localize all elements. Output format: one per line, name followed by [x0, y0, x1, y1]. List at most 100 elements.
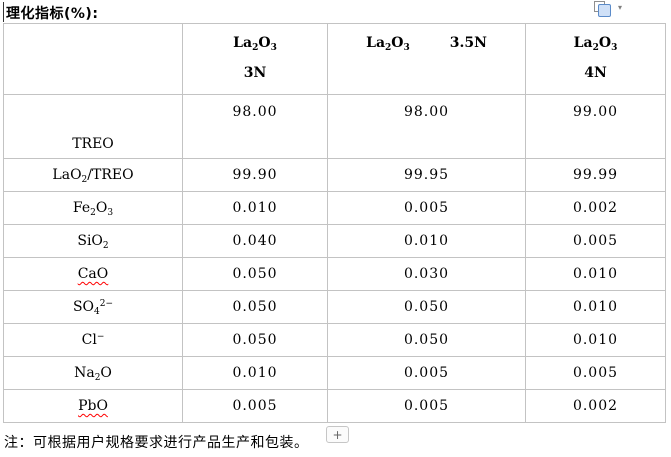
row-label-text: SiO2	[77, 233, 109, 251]
row-label-text: Fe2O3	[72, 200, 114, 218]
table-row: PbO 0.005 0.005 0.002	[3, 389, 666, 423]
table-row: SO42− 0.050 0.050 0.010	[3, 290, 666, 324]
footnote: 注：可根据用户规格要求进行产品生产和包装。	[4, 435, 309, 451]
formula-text: LaO	[52, 167, 82, 183]
row-label: PbO	[3, 389, 183, 423]
row-label: TREO	[3, 94, 183, 159]
value-cell: 0.002	[525, 191, 666, 225]
table-row: TREO 98.00 98.00 99.00	[3, 94, 666, 159]
formula-text: SO	[72, 299, 95, 315]
subscript: 2	[102, 241, 109, 251]
table-row: SiO2 0.040 0.010 0.005	[3, 224, 666, 258]
formula-text: Cl	[81, 332, 97, 348]
subscript: 4	[94, 307, 100, 317]
header-text: La2O3	[233, 35, 277, 53]
formula-text: /TREO	[87, 167, 134, 183]
header-row: La2O3 3N La2O3 3.5N La2O3 4N	[3, 23, 666, 95]
value-cell: 0.002	[525, 389, 666, 423]
row-label-text: LaO2/TREO	[52, 167, 134, 185]
subscript: 2	[94, 373, 101, 383]
subscript: 2	[592, 43, 599, 53]
row-label: LaO2/TREO	[3, 158, 183, 192]
table-body: TREO 98.00 98.00 99.00 LaO2/TREO 99.90 99.95 99…	[3, 94, 666, 423]
row-label: SO42−	[3, 290, 183, 324]
paste-options-button[interactable]: ▾	[592, 0, 628, 19]
formula-text: O	[391, 35, 404, 51]
formula-text: TREO	[72, 136, 114, 152]
value-cell: 98.00	[327, 94, 526, 159]
value-cell: 0.005	[525, 224, 666, 258]
value-cell: 0.005	[327, 389, 526, 423]
formula-text: Fe	[72, 200, 91, 216]
value-cell: 0.050	[327, 290, 526, 324]
subscript: 2	[90, 208, 96, 218]
value-cell: 0.040	[182, 224, 328, 258]
value-cell: 0.050	[182, 257, 328, 291]
paste-options-icon	[598, 4, 611, 17]
subscript: 2	[81, 175, 88, 185]
formula-text: La	[573, 35, 593, 51]
formula-text: 3.5N	[449, 35, 487, 51]
value-cell: 0.030	[327, 257, 526, 291]
value-cell: 0.010	[525, 257, 666, 291]
header-text: 3N	[244, 65, 267, 82]
formula-text: O	[258, 35, 271, 51]
value-cell: 99.99	[525, 158, 666, 192]
subscript: 2	[252, 43, 259, 53]
row-label: CaO	[3, 257, 183, 291]
row-label: Fe2O3	[3, 191, 183, 225]
spec-table: La2O3 3N La2O3 3.5N La2O3 4N TREO 98.00 98.00 99…	[3, 23, 666, 423]
column-header: La2O3 3N	[182, 23, 328, 95]
formula-text: O	[95, 200, 108, 216]
row-label-text: Cl−	[82, 332, 105, 348]
table-row: Cl− 0.050 0.050 0.010	[3, 323, 666, 357]
subscript: 2	[385, 43, 392, 53]
value-cell: 98.00	[182, 94, 328, 159]
table-row: CaO 0.050 0.030 0.010	[3, 257, 666, 291]
value-cell: 0.050	[182, 290, 328, 324]
value-cell: 0.010	[182, 191, 328, 225]
formula-text: O	[100, 365, 112, 381]
value-cell: 0.050	[327, 323, 526, 357]
column-header	[3, 23, 183, 95]
chevron-down-icon: ▾	[618, 3, 623, 12]
insert-plus-button[interactable]: +	[326, 426, 349, 443]
subscript: 3	[403, 43, 410, 53]
value-cell: 0.005	[182, 389, 328, 423]
subscript: 3	[107, 208, 114, 218]
formula-text: 4N	[584, 65, 607, 81]
header-text: La2O3	[366, 35, 410, 53]
value-cell: 0.005	[525, 356, 666, 390]
row-label-text: PbO	[78, 398, 108, 414]
value-cell: 0.050	[182, 323, 328, 357]
value-cell: 99.95	[327, 158, 526, 192]
header-text: La2O3	[573, 35, 618, 53]
column-header: La2O3 3.5N	[327, 23, 526, 95]
superscript: 2−	[99, 299, 114, 309]
formula-text: Na	[74, 365, 95, 381]
subscript: 3	[270, 43, 277, 53]
row-label: Cl−	[3, 323, 183, 357]
table-row: LaO2/TREO 99.90 99.95 99.99	[3, 158, 666, 192]
table-row: Na2O 0.010 0.005 0.005	[3, 356, 666, 390]
row-label: SiO2	[3, 224, 183, 258]
superscript: −	[96, 332, 105, 342]
formula-text: PbO	[78, 398, 108, 414]
row-label-text: Na2O	[74, 365, 112, 383]
row-label: Na2O	[3, 356, 183, 390]
formula-text: CaO	[77, 266, 109, 282]
formula-text: 3N	[243, 65, 267, 81]
formula-text: O	[598, 35, 612, 51]
value-cell: 0.010	[525, 323, 666, 357]
text-cursor	[3, 2, 4, 22]
value-cell: 0.010	[327, 224, 526, 258]
value-cell: 0.005	[327, 191, 526, 225]
header-text: 4N	[584, 65, 607, 82]
formula-text: La	[233, 35, 253, 51]
value-cell: 99.90	[182, 158, 328, 192]
table-row: Fe2O3 0.010 0.005 0.002	[3, 191, 666, 225]
header-text: 3.5N	[450, 35, 487, 52]
value-cell: 99.00	[525, 94, 666, 159]
row-label-text: TREO	[72, 136, 114, 152]
value-cell: 0.005	[327, 356, 526, 390]
